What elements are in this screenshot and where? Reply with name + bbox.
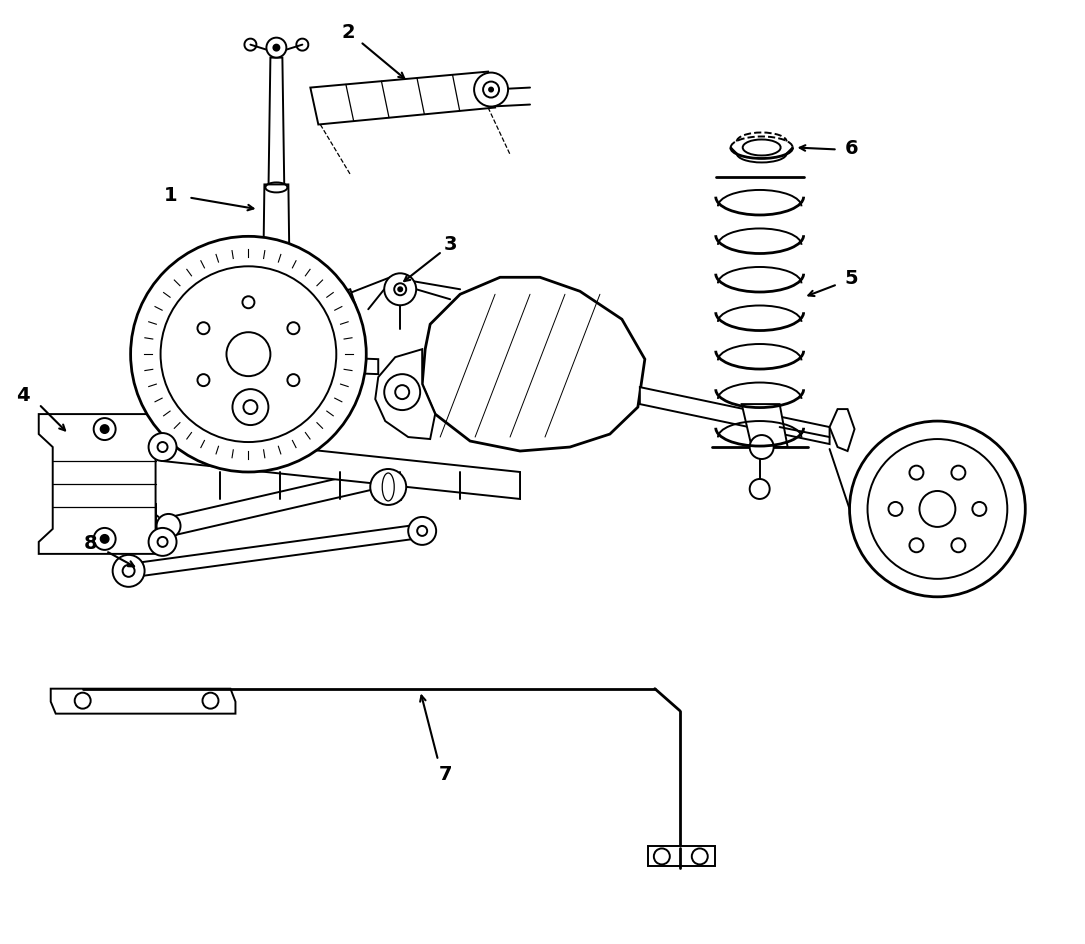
Polygon shape (248, 355, 379, 375)
Circle shape (288, 375, 299, 387)
Circle shape (395, 386, 409, 399)
Polygon shape (648, 847, 715, 867)
Text: 5: 5 (845, 268, 858, 288)
Circle shape (197, 323, 209, 335)
Polygon shape (289, 290, 360, 340)
Circle shape (850, 422, 1025, 598)
Circle shape (972, 502, 986, 516)
Polygon shape (375, 350, 435, 440)
Circle shape (370, 469, 406, 505)
Circle shape (384, 274, 417, 306)
Circle shape (288, 323, 299, 335)
Circle shape (149, 529, 177, 556)
Text: 3: 3 (444, 235, 457, 254)
Circle shape (203, 693, 218, 709)
Polygon shape (268, 59, 284, 195)
Text: 1: 1 (164, 186, 177, 205)
Circle shape (232, 390, 268, 426)
Polygon shape (742, 405, 788, 447)
Polygon shape (263, 185, 291, 335)
Circle shape (483, 82, 499, 98)
Text: 2: 2 (342, 23, 355, 42)
Text: 4: 4 (16, 385, 29, 404)
Circle shape (101, 426, 109, 433)
Circle shape (474, 74, 508, 108)
Circle shape (384, 375, 420, 411)
Circle shape (101, 535, 109, 544)
Circle shape (161, 267, 336, 443)
Polygon shape (830, 410, 855, 451)
Circle shape (750, 480, 769, 499)
Circle shape (750, 435, 774, 460)
Circle shape (271, 333, 281, 343)
Circle shape (267, 39, 286, 59)
Circle shape (654, 849, 669, 865)
Circle shape (93, 529, 116, 550)
Circle shape (273, 45, 279, 52)
Circle shape (263, 324, 291, 352)
Circle shape (868, 440, 1007, 580)
Circle shape (227, 333, 270, 377)
Circle shape (952, 539, 966, 552)
Circle shape (123, 565, 135, 577)
Circle shape (242, 297, 254, 309)
Circle shape (692, 849, 707, 865)
Circle shape (242, 400, 254, 413)
Circle shape (489, 89, 493, 93)
Circle shape (919, 492, 956, 528)
Polygon shape (39, 414, 170, 554)
Polygon shape (120, 523, 430, 580)
Polygon shape (310, 73, 495, 126)
Polygon shape (51, 689, 235, 714)
Circle shape (952, 466, 966, 480)
Polygon shape (640, 388, 830, 445)
Circle shape (93, 418, 116, 441)
Circle shape (243, 400, 257, 414)
Circle shape (398, 288, 403, 292)
Circle shape (889, 502, 903, 516)
Text: 7: 7 (438, 765, 451, 784)
Polygon shape (170, 471, 375, 535)
Circle shape (156, 514, 180, 538)
Circle shape (394, 284, 406, 296)
Text: 6: 6 (845, 139, 858, 158)
Circle shape (157, 443, 167, 452)
Polygon shape (422, 278, 644, 451)
Circle shape (130, 237, 367, 473)
Circle shape (75, 693, 91, 709)
Circle shape (909, 539, 923, 552)
Circle shape (113, 555, 144, 587)
Circle shape (197, 375, 209, 387)
Circle shape (408, 517, 436, 546)
Text: 8: 8 (84, 533, 98, 553)
Circle shape (157, 537, 167, 548)
Polygon shape (139, 504, 155, 549)
Polygon shape (163, 434, 520, 499)
Circle shape (418, 527, 427, 536)
Circle shape (909, 466, 923, 480)
Circle shape (149, 433, 177, 462)
